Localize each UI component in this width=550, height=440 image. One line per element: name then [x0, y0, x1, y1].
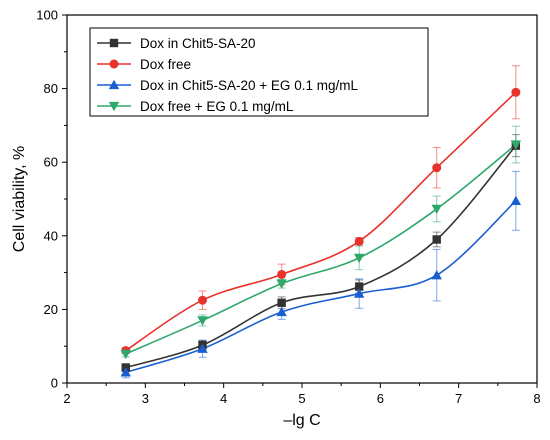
data-point	[432, 163, 442, 173]
legend-marker	[109, 38, 119, 48]
y-tick-label: 60	[44, 155, 58, 170]
y-axis-title: Cell viability, %	[11, 146, 28, 252]
data-markers	[120, 87, 522, 377]
x-tick-label: 7	[455, 391, 462, 406]
data-point	[511, 87, 521, 97]
legend-box	[89, 27, 429, 117]
data-point	[120, 349, 131, 360]
legend-label: Dox free	[140, 57, 191, 72]
series-line	[125, 91, 517, 352]
data-point	[354, 282, 364, 291]
data-point	[277, 269, 287, 279]
legend-marker	[108, 79, 120, 90]
data-point	[197, 316, 208, 326]
x-axis-title: –lg C	[283, 412, 320, 429]
y-tick-label: 0	[51, 376, 58, 391]
y-tick-label: 20	[44, 302, 58, 317]
y-tick-label: 80	[44, 81, 58, 96]
data-point	[120, 367, 131, 377]
data-point	[354, 236, 364, 246]
legend-label: Dox in Chit5-SA-20 + EG 0.1 mg/mL	[140, 78, 358, 93]
x-tick-label: 4	[220, 391, 227, 406]
x-tick-label: 8	[533, 391, 540, 406]
x-tick-label: 3	[142, 391, 149, 406]
y-tick-label: 100	[36, 8, 58, 23]
series-line	[125, 143, 517, 355]
data-point	[510, 140, 522, 150]
x-tick-label: 5	[298, 391, 305, 406]
data-point	[198, 295, 208, 305]
legend-marker	[109, 59, 119, 69]
legend-marker	[108, 101, 120, 112]
data-point	[353, 253, 365, 264]
data-point	[277, 298, 286, 307]
legend-label: Dox free + EG 0.1 mg/mL	[140, 99, 294, 114]
x-tick-label: 6	[377, 391, 384, 406]
data-point	[197, 343, 208, 353]
legend-label: Dox in Chit5-SA-20	[140, 36, 256, 51]
data-point	[431, 204, 442, 215]
y-tick-label: 40	[44, 228, 58, 243]
legend: Dox in Chit5-SA-20 Dox free Dox in Chit5-S…	[89, 27, 429, 117]
data-point	[432, 235, 441, 244]
x-tick-label: 2	[63, 391, 70, 406]
data-point	[276, 279, 287, 289]
data-point	[353, 288, 365, 298]
data-point	[276, 306, 287, 317]
data-point	[510, 195, 522, 205]
data-point	[431, 269, 442, 280]
